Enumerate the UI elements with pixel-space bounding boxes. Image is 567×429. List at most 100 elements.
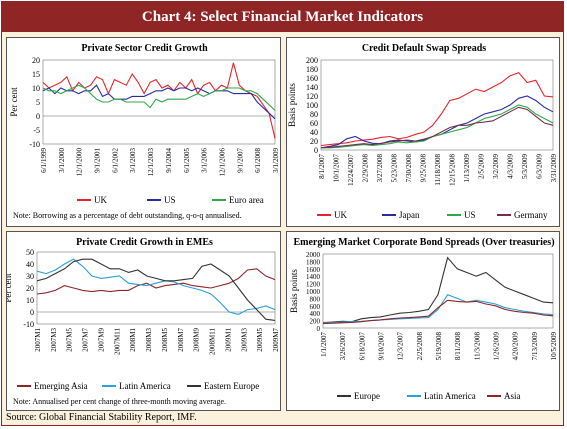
c2-ytick: 120 [306,92,318,101]
c1-ytick: 10 [32,84,40,93]
c3-xtick: 2007M1 [34,328,42,352]
c2-xtick: 9/25/2008 [420,154,428,183]
c4-ytick: 1800 [306,258,321,266]
c4-legend-label: Europe [354,391,380,401]
c2-xtick: 6/3/2009 [536,154,544,179]
c3-ytick: -10 [23,320,34,329]
c4-xtick: 4/20/2009 [512,332,520,361]
c2-xtick: 10/1/2007 [333,154,341,183]
c1-xtick: 12/1/2003 [147,148,155,177]
c3-ylabel: Per cent [7,273,13,303]
c2-xtick: 4/3/2009 [507,154,515,179]
c4-xtick: 6/18/2007 [358,332,366,361]
c1-ytick: 0 [36,112,40,121]
c3-title: Private Credit Growth in EMEs [76,237,213,248]
c3-series-latin-america [36,258,276,315]
c1-legend-label: US [164,195,176,205]
c4-xtick: 9/10/2007 [378,332,386,361]
c3-plot-area [36,251,276,325]
c3-xtick: 2008M3 [145,328,153,352]
c1-xtick: 6/1/2002 [111,148,119,173]
c3-svg: Private Credit Growth in EMEs -10 0 10 20 30 4… [7,237,280,406]
c1-xtick: 3/1/2000 [58,148,66,173]
c1-series-uk [42,62,276,139]
page-title: Chart 4: Select Financial Market Indicat… [2,2,563,32]
c3-ytick: 40 [26,260,34,269]
c2-svg: Credit Default Swap Spreads0204060801001… [287,43,558,220]
panel-private-sector-credit-growth: Private Sector Credit Growth -10 -5 0 5 10 15 2… [6,37,281,227]
c1-ytick: 5 [36,98,40,107]
c4-xtick: 12/3/2007 [397,332,405,361]
c2-series-japan [320,95,554,149]
c2-xtick: 5/3/2009 [521,154,529,179]
c2-xtick: 2/29/2008 [362,154,370,183]
c4-legend-label: Asia [504,391,521,401]
c1-xtick: 3/1/2003 [129,148,137,173]
c2-xtick: 1/13/2009 [463,154,471,183]
c4-xtick: 7/13/2009 [531,332,539,361]
c3-xtick: 2008M1 [129,328,137,352]
c4-xtick: 10/5/2009 [550,332,558,361]
c3-xtick: 2007M11 [113,328,121,355]
c1-ylabel: Per cent [9,87,19,117]
c3-xtick: 2008M7 [177,328,185,352]
c3-xtick: 2008M5 [161,328,169,352]
c3-ytick: 0 [30,308,34,317]
c3-xtick: 2007M5 [66,328,74,352]
c1-ytick: -10 [29,140,40,149]
c1-xtick: 9/1/2004 [165,148,173,173]
c2-ytick: 80 [310,110,318,119]
c4-ytick: 200 [310,318,321,326]
c3-xtick: 2009M5 [256,328,264,352]
c2-legend-label: US [464,210,476,220]
c3-legend-label: Emerging Asia [34,381,88,391]
c4-xtick: 5/19/2008 [435,332,443,361]
c2-xtick: 7/30/2008 [405,154,413,183]
c3-xtick: 2008M9 [193,328,201,352]
c3-ytick: 30 [26,272,34,281]
c3-legend-label: Latin America [119,381,171,391]
c2-series-uk [320,71,554,147]
c4-title: Emerging Market Corporate Bond Spreads (… [293,237,554,248]
c3-xtick: 2007M9 [97,328,105,352]
c2-series-germany [320,106,554,149]
c1-xtick: 12/1/2000 [76,148,84,177]
c2-title: Credit Default Swap Spreads [362,43,486,54]
c2-legend-label: Germany [514,210,548,220]
panel-private-credit-growth-emes: Private Credit Growth in EMEs -10 0 10 20 30 4… [6,231,281,411]
c4-ytick: 2000 [306,251,321,259]
c4-xtick: 8/11/2008 [454,332,462,361]
c2-series-us [321,104,554,149]
panel-em-corporate-bond-spreads: Emerging Market Corporate Bond Spreads (… [286,231,560,411]
c1-xtick: 12/1/2006 [218,148,226,177]
c4-ytick: 1600 [306,266,321,274]
c1-xtick: 6/1/2008 [254,148,262,173]
c2-xtick: 5/23/2008 [391,154,399,183]
c1-ytick: 15 [32,70,40,79]
c3-legend-label: Eastern Europe [204,381,259,391]
c1-ytick: -5 [33,126,40,135]
c2-ytick: 140 [306,83,318,92]
c2-xtick: 11/18/2008 [434,154,442,186]
c4-ytick: 1200 [306,281,321,289]
c4-ylabel: Basis points [289,269,299,313]
c3-series-emerging-asia [36,268,276,295]
c2-xtick: 3/2/2009 [492,154,500,179]
c4-xtick: 1/26/2009 [493,332,501,361]
c1-legend-label: UK [94,195,107,205]
c4-legend-label: Latin America [424,391,476,401]
c4-ytick: 800 [310,295,321,303]
c2-ytick: 160 [306,74,318,83]
c2-ytick: 200 [306,56,318,65]
c1-title: Private Sector Credit Growth [81,43,208,54]
c2-ytick: 20 [310,137,318,146]
c4-svg: Emerging Market Corporate Bond Spreads (… [289,237,558,401]
c2-xtick: 2/5/2009 [478,154,486,179]
c3-xtick: 2007M3 [50,328,58,352]
c2-xtick: 12/24/2007 [347,154,355,186]
c2-legend-label: Japan [399,210,420,220]
c4-ytick: 1000 [306,288,321,296]
c1-ytick: 20 [32,56,40,65]
c2-xtick: 8/1/2007 [318,154,326,179]
